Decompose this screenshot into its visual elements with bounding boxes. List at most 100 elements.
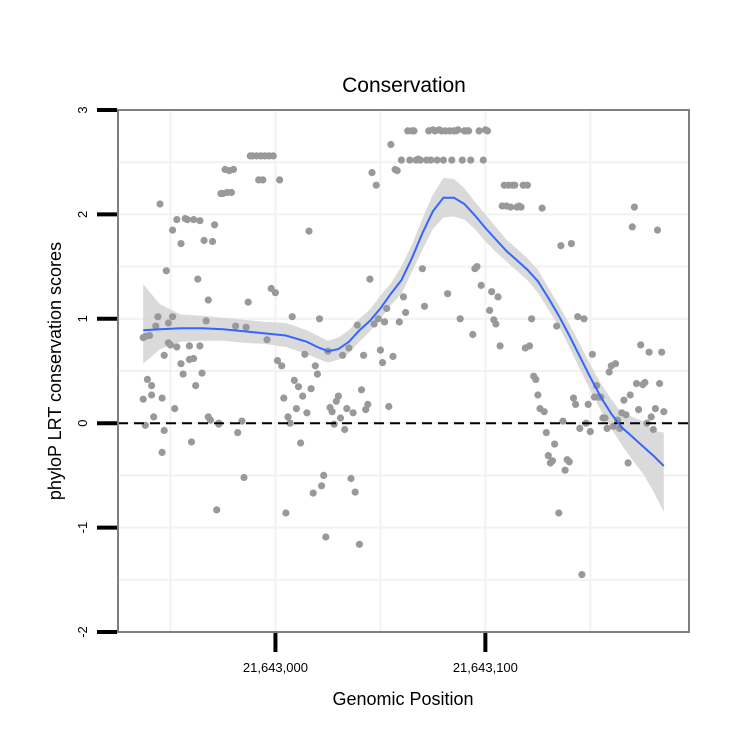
score-point <box>192 382 200 390</box>
score-point <box>416 156 424 164</box>
score-point <box>200 236 208 245</box>
score-point <box>376 346 384 354</box>
score-point <box>402 308 410 317</box>
score-point <box>561 466 569 474</box>
score-point <box>540 408 548 416</box>
score-point <box>448 156 456 164</box>
score-point <box>557 242 565 250</box>
score-point <box>171 405 179 413</box>
score-point <box>177 240 185 248</box>
score-point <box>158 448 166 456</box>
score-point <box>357 386 366 394</box>
score-point <box>152 322 160 330</box>
score-point <box>433 156 441 164</box>
score-point <box>360 351 368 359</box>
score-point <box>456 315 464 323</box>
score-point <box>280 394 288 402</box>
score-point <box>240 473 248 482</box>
score-point <box>528 315 536 323</box>
score-point <box>339 351 347 359</box>
score-point <box>173 216 181 224</box>
score-point <box>393 167 401 175</box>
score-point <box>282 509 290 517</box>
score-point <box>311 362 319 370</box>
score-point <box>166 341 175 349</box>
score-point <box>208 237 217 246</box>
score-point <box>418 265 426 273</box>
score-point <box>507 203 515 211</box>
score-point <box>439 156 447 164</box>
score-point <box>517 203 525 211</box>
score-point <box>630 203 639 211</box>
score-point <box>538 204 546 212</box>
y-tick-label: -2 <box>75 626 90 638</box>
score-point <box>242 323 250 331</box>
score-point <box>269 152 277 160</box>
score-point <box>179 370 187 378</box>
score-point <box>305 227 313 235</box>
score-point <box>628 223 636 231</box>
score-point <box>601 414 609 422</box>
score-point <box>276 176 284 184</box>
score-point <box>162 267 170 275</box>
score-point <box>349 409 357 417</box>
score-point <box>653 226 662 234</box>
score-point <box>286 419 294 427</box>
score-point <box>299 392 307 400</box>
score-point <box>649 425 657 434</box>
score-point <box>187 438 196 446</box>
score-point <box>173 343 181 351</box>
score-point <box>227 188 235 197</box>
score-point <box>154 313 162 321</box>
score-point <box>301 350 309 358</box>
score-point <box>605 368 613 376</box>
score-point <box>294 383 303 391</box>
score-point <box>238 417 246 425</box>
score-point <box>473 263 481 271</box>
score-point <box>586 428 594 436</box>
score-point <box>611 360 620 368</box>
panel-border <box>117 109 690 633</box>
score-point <box>368 169 376 177</box>
score-points <box>139 126 668 579</box>
score-point <box>169 313 177 321</box>
score-point <box>576 424 584 432</box>
score-point <box>158 394 166 402</box>
y-axis-title: phyloP LRT conservation scores <box>45 242 65 500</box>
score-point <box>336 414 345 422</box>
score-point <box>351 488 359 496</box>
score-point <box>378 359 387 367</box>
score-point <box>303 409 311 417</box>
score-point <box>194 275 202 283</box>
score-point <box>647 413 655 421</box>
score-point <box>469 330 477 339</box>
score-point <box>477 281 485 289</box>
score-point <box>234 429 242 437</box>
score-point <box>334 392 342 400</box>
score-point <box>244 298 252 306</box>
score-point <box>488 288 496 296</box>
score-point <box>532 375 540 383</box>
score-point <box>169 226 177 234</box>
score-point <box>355 540 363 548</box>
score-point <box>637 341 645 349</box>
score-point <box>574 313 582 321</box>
score-point <box>374 315 382 323</box>
score-point <box>511 181 519 189</box>
score-point <box>177 360 185 368</box>
score-point <box>544 452 552 460</box>
score-point <box>620 396 628 404</box>
score-point <box>318 482 326 490</box>
score-point <box>458 156 466 164</box>
score-point <box>366 275 374 283</box>
score-point <box>580 315 588 323</box>
score-point <box>370 320 378 328</box>
score-point <box>183 216 191 224</box>
score-point <box>486 306 494 314</box>
score-point <box>483 127 492 135</box>
score-point <box>444 290 452 298</box>
score-point <box>578 571 586 579</box>
x-axis-title: Genomic Position <box>332 689 473 709</box>
x-tick-label: 21,643,000 <box>243 660 308 675</box>
